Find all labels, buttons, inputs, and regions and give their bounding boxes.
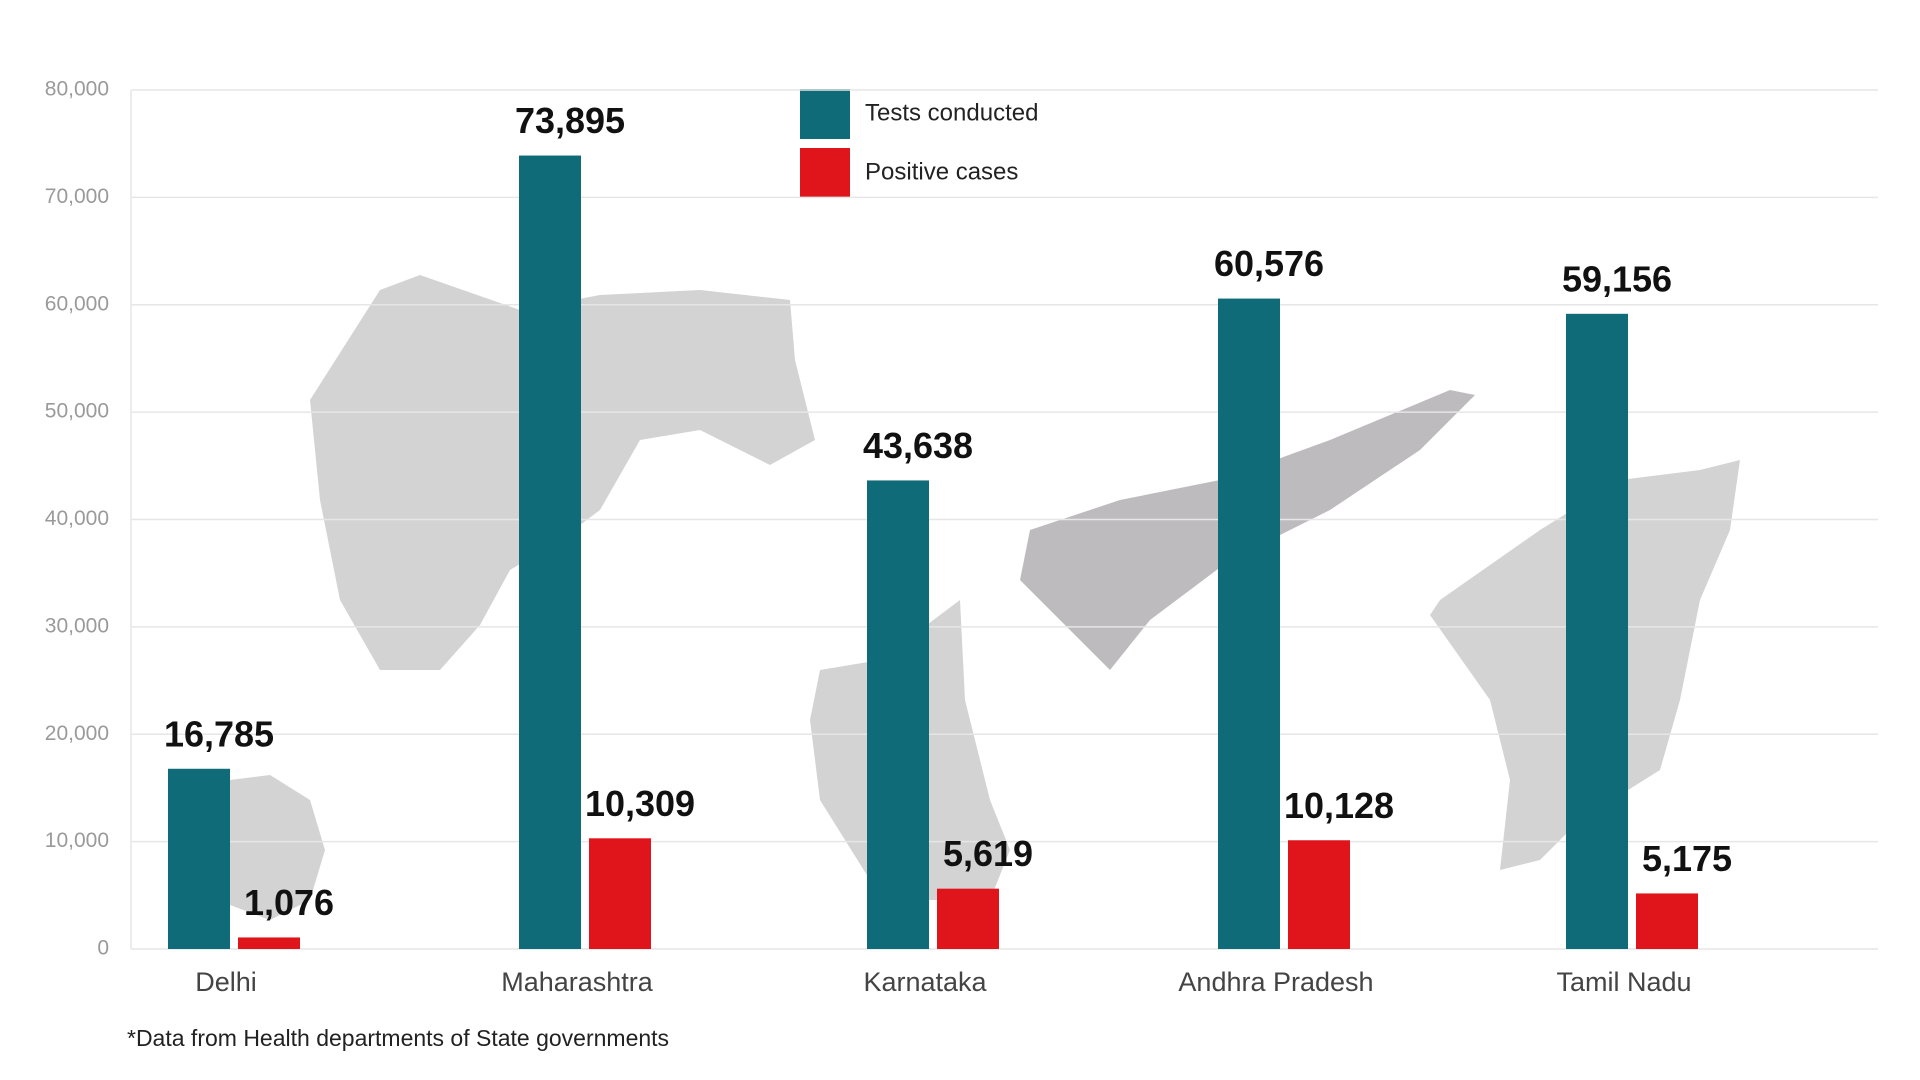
bar xyxy=(1636,893,1698,949)
value-label: 16,785 xyxy=(164,713,274,754)
x-tick-label: Karnataka xyxy=(863,967,987,997)
bar xyxy=(1288,840,1350,949)
y-tick-label: 20,000 xyxy=(45,722,109,745)
bar xyxy=(168,768,230,949)
y-tick-label: 40,000 xyxy=(45,507,109,530)
x-tick-label: Andhra Pradesh xyxy=(1178,967,1373,997)
x-tick-label: Tamil Nadu xyxy=(1556,967,1691,997)
value-label: 60,576 xyxy=(1214,243,1324,284)
y-tick-label: 60,000 xyxy=(45,292,109,315)
footnote: *Data from Health departments of State g… xyxy=(127,1025,669,1051)
value-label: 10,128 xyxy=(1284,785,1394,826)
value-label: 10,309 xyxy=(585,783,695,824)
legend-label: Positive cases xyxy=(865,158,1018,185)
y-tick-label: 80,000 xyxy=(45,78,109,101)
bar xyxy=(238,937,300,949)
bar xyxy=(1566,313,1628,949)
bar xyxy=(867,480,929,949)
bar xyxy=(589,838,651,949)
x-tick-label: Maharashtra xyxy=(501,967,654,997)
y-tick-label: 50,000 xyxy=(45,400,109,423)
x-tick-label: Delhi xyxy=(195,967,257,997)
y-tick-label: 70,000 xyxy=(45,185,109,208)
legend-swatch xyxy=(800,89,850,139)
value-label: 1,076 xyxy=(244,882,334,923)
y-tick-label: 30,000 xyxy=(45,614,109,637)
y-tick-label: 10,000 xyxy=(45,829,109,852)
value-label: 43,638 xyxy=(863,425,973,466)
legend-label: Tests conducted xyxy=(865,99,1038,126)
value-label: 73,895 xyxy=(515,100,625,141)
value-label: 5,619 xyxy=(943,833,1033,874)
bar xyxy=(1218,298,1280,949)
legend-swatch xyxy=(800,148,850,198)
bar xyxy=(519,155,581,950)
value-label: 59,156 xyxy=(1562,258,1672,299)
bar xyxy=(937,888,999,949)
map-silhouettes xyxy=(230,275,1740,920)
y-tick-label: 0 xyxy=(97,937,109,960)
value-label: 5,175 xyxy=(1642,838,1732,879)
